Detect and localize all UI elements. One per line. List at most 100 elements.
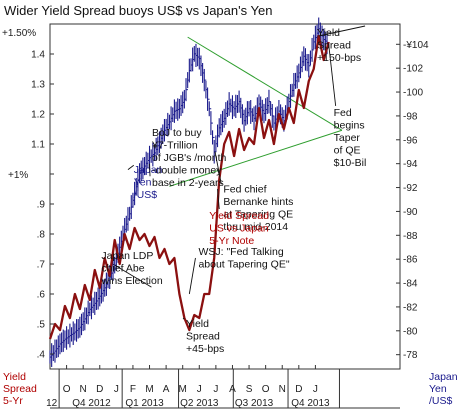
plot-frame xyxy=(49,23,401,409)
right-tick-label-9: -96 xyxy=(403,135,418,146)
month-tick-label-11: S xyxy=(246,384,253,395)
quarter-label-3: Q2 2013 xyxy=(180,398,219,409)
month-tick-label-5: M xyxy=(145,384,153,395)
right-tick-prefix: - xyxy=(403,302,406,313)
annotation-low-line-1: Spread xyxy=(186,331,220,343)
left-tick-label-1: .5 xyxy=(37,320,46,331)
right-tick-label-3: -84 xyxy=(403,279,418,290)
annotation-boj-line-3: -double money xyxy=(152,165,222,177)
spread-line xyxy=(48,34,330,340)
leader-line-7 xyxy=(328,44,337,106)
annotation-bernanke-line-2: at Tapering QE xyxy=(223,208,293,220)
annotation-abe-line-0: Japan LDP xyxy=(101,250,153,262)
left-tick-label-6: 1.1 xyxy=(31,140,45,151)
leader-line-3 xyxy=(214,151,222,185)
annotation-spread-line-1: US vs Japan xyxy=(209,223,269,235)
right-tick-prefix: -¥ xyxy=(403,40,412,51)
month-tick-label-8: J xyxy=(197,384,202,395)
right-unit-label-1: Yen xyxy=(429,383,447,395)
month-tick-label-14: D xyxy=(295,384,302,395)
month-tick-label-15: J xyxy=(313,384,318,395)
annotation-boj-line-1: ¥7-Trillion xyxy=(151,140,198,152)
right-tick-prefix: - xyxy=(403,64,406,75)
right-tick-number: 98 xyxy=(406,111,418,122)
annotation-high-line-2: +150-bps xyxy=(317,52,361,64)
right-tick-prefix: - xyxy=(403,207,406,218)
month-tick-label-6: A xyxy=(163,384,170,395)
annotation-boj-line-4: base in 2-years xyxy=(152,177,224,189)
annotation-high-line-1: Spread xyxy=(317,40,351,52)
right-tick-number: 92 xyxy=(406,183,418,194)
left-top-label: +1.50% xyxy=(2,28,36,39)
leader-line-5 xyxy=(182,317,185,320)
month-tick-label-7: M xyxy=(179,384,187,395)
right-tick-prefix: - xyxy=(403,88,406,99)
right-tick-number: 94 xyxy=(406,159,418,170)
left-tick-label-7: 1.2 xyxy=(31,110,45,121)
left-unit-label-1: Spread xyxy=(3,383,37,395)
right-tick-number: 86 xyxy=(406,255,418,266)
right-tick-prefix: - xyxy=(403,111,406,122)
quarter-label-5: Q4 2013 xyxy=(291,398,330,409)
annotation-spread-line-0: Yield Spread xyxy=(209,210,269,222)
left-unit-label-2: 5-Yr xyxy=(3,395,23,407)
annotation-fed-line-3: of QE xyxy=(334,144,361,156)
right-tick-number: 80 xyxy=(406,326,418,337)
annotation-low-line-2: +45-bps xyxy=(186,343,224,355)
annotation-abe-line-2: wins Election xyxy=(100,275,162,287)
right-tick-number: 102 xyxy=(406,64,423,75)
month-tick-label-13: N xyxy=(279,384,286,395)
annotation-high-line-0: Yield xyxy=(317,27,340,39)
right-tick-number: 100 xyxy=(406,88,423,99)
leader-line-8 xyxy=(217,188,220,210)
leader-line-1 xyxy=(127,164,135,170)
right-tick-prefix: - xyxy=(403,135,406,146)
right-tick-prefix: - xyxy=(403,279,406,290)
month-tick-label-4: F xyxy=(130,384,136,395)
right-tick-label-5: -88 xyxy=(403,231,418,242)
quarter-label-4: Q3 2013 xyxy=(235,398,274,409)
annotation-fed-line-2: Taper xyxy=(334,132,361,144)
annotation-bernanke-line-1: Bernanke hints xyxy=(223,196,293,208)
left-tick-label-0: .4 xyxy=(37,350,46,361)
annotation-boj-line-2: of JGB's /month xyxy=(152,152,227,164)
month-tick-label-1: N xyxy=(80,384,87,395)
right-tick-label-11: -100 xyxy=(403,88,423,99)
right-tick-label-2: -82 xyxy=(403,302,418,313)
annotation-boj-line-0: BoJ to buy xyxy=(152,127,202,139)
right-tick-label-4: -86 xyxy=(403,255,418,266)
month-tick-label-12: O xyxy=(262,384,270,395)
chart-title: Wider Yield Spread buoys US$ vs Japan's … xyxy=(4,3,272,18)
right-tick-label-13: -¥104 xyxy=(403,40,429,51)
left-mid-label: +1% xyxy=(8,170,28,181)
right-tick-prefix: - xyxy=(403,350,406,361)
right-tick-label-1: -80 xyxy=(403,326,418,337)
annotation-yen-line-1: Yen xyxy=(134,177,152,189)
annotation-bernanke-line-0: Fed chief xyxy=(223,183,266,195)
right-tick-label-6: -90 xyxy=(403,207,418,218)
annotation-spread-line-2: 5-Yr Note xyxy=(209,235,254,247)
right-tick-label-0: -78 xyxy=(403,350,418,361)
left-tick-label-9: 1.4 xyxy=(31,50,45,61)
month-tick-label-3: J xyxy=(114,384,119,395)
month-tick-label-0: O xyxy=(63,384,71,395)
right-tick-label-7: -92 xyxy=(403,183,418,194)
right-tick-number: 84 xyxy=(406,279,418,290)
yen-series xyxy=(49,17,330,367)
annotation-fed-line-0: Fed xyxy=(334,107,352,119)
right-tick-number: 88 xyxy=(406,231,418,242)
right-unit-label-0: Japan xyxy=(429,371,458,383)
left-tick-label-2: .6 xyxy=(37,290,46,301)
annotation-low-line-0: Yield xyxy=(186,318,209,330)
month-tick-label-9: J xyxy=(213,384,218,395)
right-tick-label-8: -94 xyxy=(403,159,418,170)
quarter-label-1: Q4 2012 xyxy=(72,398,111,409)
